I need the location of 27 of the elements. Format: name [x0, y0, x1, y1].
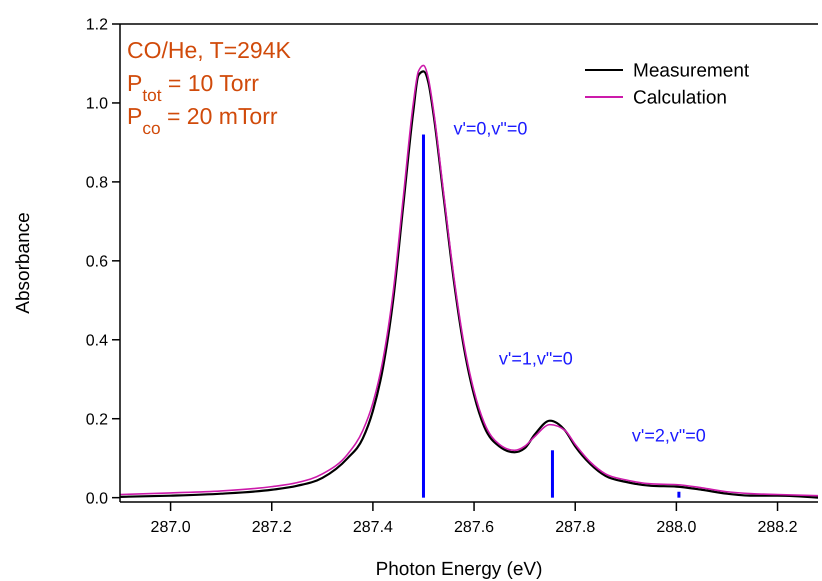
annotation: v'=0,v"=0 [453, 118, 528, 139]
annotation: P$_{tot}$ = 10 Torr [127, 70, 260, 105]
y-tick-label: 1.0 [86, 96, 108, 113]
x-tick-label: 287.4 [352, 519, 394, 536]
y-tick-label: 0.0 [86, 490, 108, 508]
y-tick-label: 0.6 [86, 253, 108, 270]
x-tick-label: 287.8 [555, 519, 596, 536]
annotation: P$_{co}$ = 20 mTorr [127, 103, 278, 138]
bar [677, 492, 680, 498]
annotation: CO/He, T=294K [127, 37, 292, 63]
y-tick-label: 1.2 [86, 16, 108, 34]
bar [550, 450, 554, 498]
legend-label: Calculation [633, 88, 727, 109]
y-tick-label: 0.4 [86, 332, 108, 350]
x-tick-label: 287.2 [252, 519, 292, 536]
x-tick-label: 287.0 [150, 519, 191, 536]
legend-label: Measurement [633, 60, 750, 82]
x-tick-label: 288.2 [758, 519, 798, 536]
y-tick-label: 0.2 [86, 411, 108, 428]
x-axis-title: Photon Energy (eV) [376, 559, 542, 580]
x-tick-label: 288.0 [656, 519, 696, 536]
annotation: v'=2,v"=0 [632, 426, 706, 446]
y-axis-title: Absorbance [13, 212, 34, 314]
annotation: v'=1,v"=0 [498, 348, 573, 369]
bar [422, 134, 425, 498]
y-tick-label: 0.8 [86, 174, 108, 192]
x-tick-label: 287.6 [454, 519, 494, 536]
